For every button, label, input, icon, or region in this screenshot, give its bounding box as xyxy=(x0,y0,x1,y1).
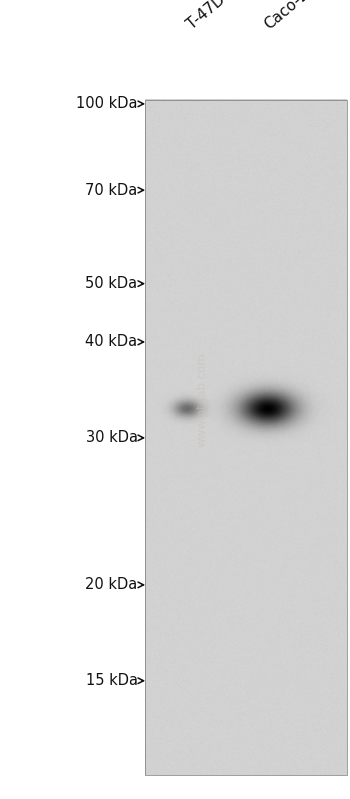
Text: 20 kDa: 20 kDa xyxy=(85,578,138,592)
Text: 30 kDa: 30 kDa xyxy=(85,431,138,445)
Text: 70 kDa: 70 kDa xyxy=(85,183,138,197)
Text: T-47D: T-47D xyxy=(184,0,228,32)
Text: 15 kDa: 15 kDa xyxy=(85,674,138,688)
Text: 100 kDa: 100 kDa xyxy=(76,97,138,111)
Text: 40 kDa: 40 kDa xyxy=(85,335,138,349)
Text: www.ptgab.com: www.ptgab.com xyxy=(195,352,208,447)
Bar xyxy=(145,100,346,775)
Text: Caco-2: Caco-2 xyxy=(261,0,312,32)
Text: 50 kDa: 50 kDa xyxy=(85,276,138,291)
